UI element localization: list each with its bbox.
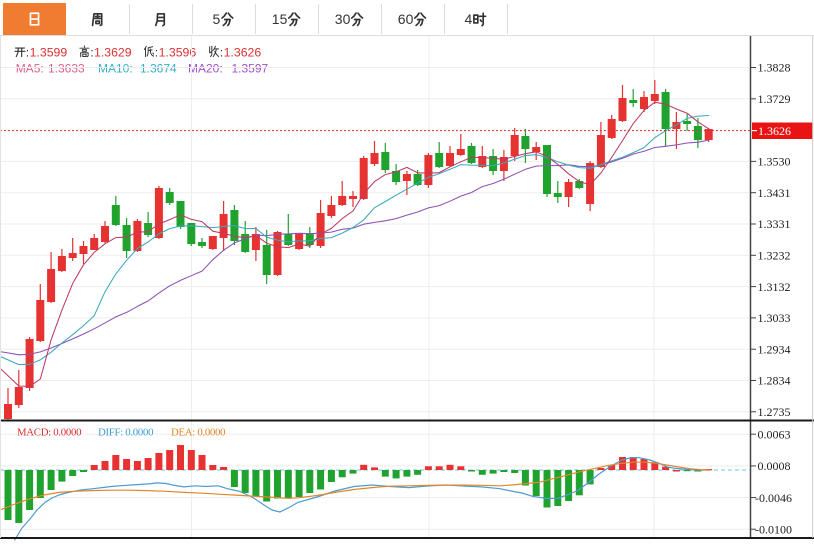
svg-text::: :: [26, 45, 29, 59]
svg-text:1.3132: 1.3132: [758, 280, 791, 294]
svg-text:1.3033: 1.3033: [758, 311, 791, 325]
svg-text:0.0063: 0.0063: [758, 427, 791, 441]
svg-text:MA10:: MA10:: [98, 61, 133, 75]
svg-text:1.3626: 1.3626: [758, 124, 791, 138]
svg-text:1.3674: 1.3674: [140, 61, 177, 75]
svg-text:1.3530: 1.3530: [758, 155, 791, 169]
svg-text:30: 30: [335, 11, 351, 27]
svg-text:1.3633: 1.3633: [48, 61, 85, 75]
svg-text:1.3828: 1.3828: [758, 61, 791, 75]
svg-text:1.3331: 1.3331: [758, 217, 791, 231]
svg-text:1.3599: 1.3599: [30, 45, 68, 59]
svg-text:4: 4: [465, 11, 473, 27]
svg-text::: :: [155, 45, 158, 59]
svg-text::: :: [90, 45, 93, 59]
svg-text:-0.0100: -0.0100: [755, 522, 792, 536]
svg-text:1.3729: 1.3729: [758, 92, 791, 106]
svg-text:DIFF: 0.0000: DIFF: 0.0000: [98, 427, 153, 439]
svg-text:1.3629: 1.3629: [94, 45, 132, 59]
svg-text:1.2934: 1.2934: [758, 342, 791, 356]
svg-text:1.3626: 1.3626: [224, 45, 262, 59]
svg-text:MA20:: MA20:: [188, 61, 223, 75]
svg-text:60: 60: [398, 11, 414, 27]
svg-text:15: 15: [272, 11, 288, 27]
svg-text:1.3596: 1.3596: [159, 45, 197, 59]
svg-text:5: 5: [213, 11, 221, 27]
svg-text:1.3232: 1.3232: [758, 249, 791, 263]
svg-text:1.2834: 1.2834: [758, 374, 791, 388]
svg-text:1.2735: 1.2735: [758, 405, 791, 419]
svg-text:-0.0046: -0.0046: [755, 491, 792, 505]
svg-text:MA5:: MA5:: [16, 61, 44, 75]
svg-text::: :: [220, 45, 223, 59]
svg-text:DEA: 0.0000: DEA: 0.0000: [171, 427, 225, 439]
svg-text:1.3597: 1.3597: [232, 61, 269, 75]
svg-text:0.0008: 0.0008: [758, 459, 791, 473]
svg-text:1.3431: 1.3431: [758, 186, 791, 200]
svg-text:MACD: 0.0000: MACD: 0.0000: [17, 427, 81, 439]
